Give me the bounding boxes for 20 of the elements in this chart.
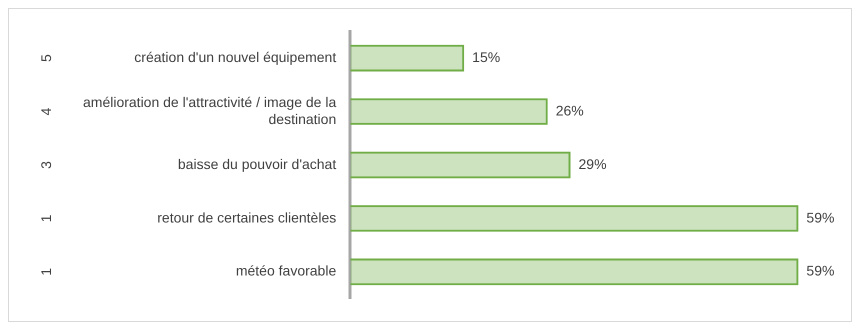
text: 4	[38, 107, 54, 116]
data-label: 59%	[806, 262, 834, 279]
text: 1	[38, 268, 54, 276]
bar	[350, 258, 798, 286]
bar	[350, 98, 548, 125]
bar	[350, 44, 464, 72]
y-tick-label: baisse du pouvoir d'achat	[178, 156, 336, 172]
text: 1	[38, 214, 54, 222]
data-label: 26%	[556, 102, 584, 118]
y-tick-label: météo favorable	[236, 262, 336, 279]
y-tick-label: création d'un nouvel équipement	[134, 48, 336, 65]
y-tick-label: amélioration de l'attractivité / image de la destination	[82, 94, 336, 127]
data-label: 15%	[472, 48, 500, 65]
bar	[350, 152, 571, 178]
bar	[350, 205, 798, 232]
data-label: 29%	[578, 156, 607, 172]
text: 5	[38, 54, 54, 62]
y-tick-label: retour de certaines clientèles	[157, 209, 336, 226]
data-label: 59%	[806, 209, 834, 226]
text: 3	[38, 160, 54, 169]
